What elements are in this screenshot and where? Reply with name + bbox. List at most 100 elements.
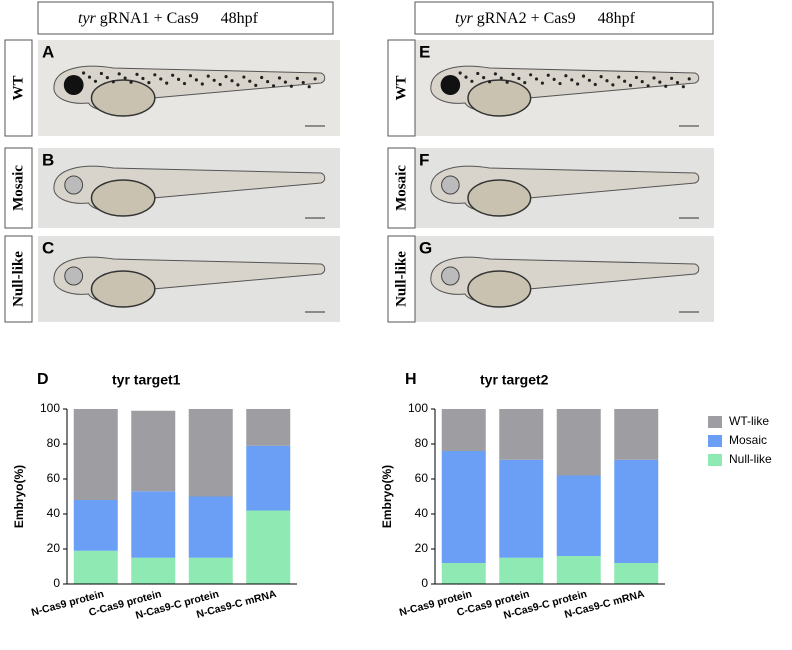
melanophore [117, 72, 121, 76]
y-tick-label: 0 [421, 576, 428, 590]
bar-segment [188, 557, 233, 584]
fish [430, 65, 700, 117]
row-label: Mosaic [10, 165, 26, 211]
bar-segment [188, 496, 233, 558]
melanophore [593, 82, 597, 87]
melanophore [93, 79, 98, 83]
bar-segment [131, 557, 176, 584]
y-axis-label: Embryo(%) [12, 465, 26, 528]
melanophore [236, 83, 240, 87]
chart-title: tyr target1 [112, 372, 181, 388]
melanophore [523, 81, 527, 85]
melanophore [499, 76, 503, 80]
melanophore [153, 73, 157, 77]
melanophore [570, 78, 574, 82]
row-label-box [387, 235, 416, 323]
melanophore [171, 73, 175, 77]
bar-segment [441, 409, 486, 451]
row-label-box [387, 39, 416, 137]
melanophore [652, 76, 656, 80]
bar-segment [614, 563, 659, 584]
melanophore [681, 85, 685, 89]
melanophore [558, 81, 562, 86]
melanophore [129, 80, 133, 84]
melanophore [135, 72, 139, 76]
melanophore [599, 75, 603, 79]
bar-segment [73, 409, 118, 500]
melanophore [176, 77, 181, 81]
bar-segment [499, 557, 544, 584]
melanophore [611, 83, 615, 87]
melanophore [576, 82, 580, 86]
header-box [414, 1, 714, 35]
melanophore [194, 78, 198, 82]
bar-segment [73, 550, 118, 584]
header-box [37, 1, 334, 35]
melanophore [230, 79, 234, 83]
melanophore [212, 78, 216, 82]
melanophore [260, 75, 264, 80]
melanophore [628, 83, 633, 87]
melanophore [87, 75, 92, 79]
melanophore [242, 75, 246, 79]
melanophore [182, 81, 187, 86]
y-tick-label: 60 [47, 471, 61, 485]
row-label-box [387, 147, 416, 229]
melanophore [248, 79, 252, 83]
melanophore [658, 80, 662, 84]
stage: 48hpf [221, 10, 259, 27]
panel-letter: C [42, 238, 54, 257]
bar-segment [499, 459, 544, 558]
y-tick-label: 40 [47, 506, 61, 520]
melanophore [165, 81, 169, 85]
panel-letter: H [405, 371, 417, 388]
legend-swatch [708, 454, 722, 466]
melanophore [188, 74, 193, 78]
panel-letter: G [419, 238, 432, 257]
legend-label: Null-like [729, 452, 772, 466]
header: tyr gRNA1 + Cas9 48hpf [78, 10, 259, 27]
bar-segment [246, 409, 291, 446]
bar-segment [246, 510, 291, 584]
legend-label: Mosaic [729, 433, 767, 447]
bar-segment [556, 409, 601, 476]
bar-segment [246, 445, 291, 511]
bar-segment [441, 563, 486, 584]
melanophore [105, 76, 109, 80]
label: gRNA1 + Cas9 [100, 10, 199, 27]
row-label: Mosaic [393, 165, 409, 211]
bar-segment [556, 556, 601, 584]
melanophore [675, 80, 680, 85]
y-tick-label: 0 [53, 576, 60, 590]
melanophore [687, 77, 691, 81]
stage: 48hpf [598, 10, 636, 27]
melanophore [564, 74, 568, 78]
melanophore [546, 73, 550, 77]
legend-swatch [708, 416, 722, 428]
label: gRNA2 + Cas9 [477, 10, 576, 27]
melanophore [141, 76, 145, 81]
melanophore [200, 82, 204, 86]
melanophore [307, 85, 311, 89]
row-label: WT [10, 75, 26, 100]
melanophore [617, 75, 621, 79]
panel-letter: E [419, 42, 430, 61]
chart-title: tyr target2 [480, 372, 549, 388]
melanophore [587, 78, 591, 82]
melanophore [646, 84, 650, 88]
y-tick-label: 80 [415, 436, 429, 450]
fish [53, 65, 326, 117]
panel-letter: D [37, 371, 49, 388]
bar-segment [131, 491, 176, 558]
melanophore [218, 82, 222, 87]
melanophore [476, 71, 480, 76]
panel-letter: B [42, 150, 54, 169]
melanophore [99, 71, 103, 76]
eye [63, 75, 84, 95]
y-axis-label: Embryo(%) [380, 465, 394, 528]
melanophore [289, 84, 293, 88]
melanophore [111, 80, 115, 84]
melanophore [505, 80, 509, 84]
header: tyr gRNA2 + Cas9 48hpf [455, 10, 636, 27]
y-tick-label: 40 [415, 506, 429, 520]
